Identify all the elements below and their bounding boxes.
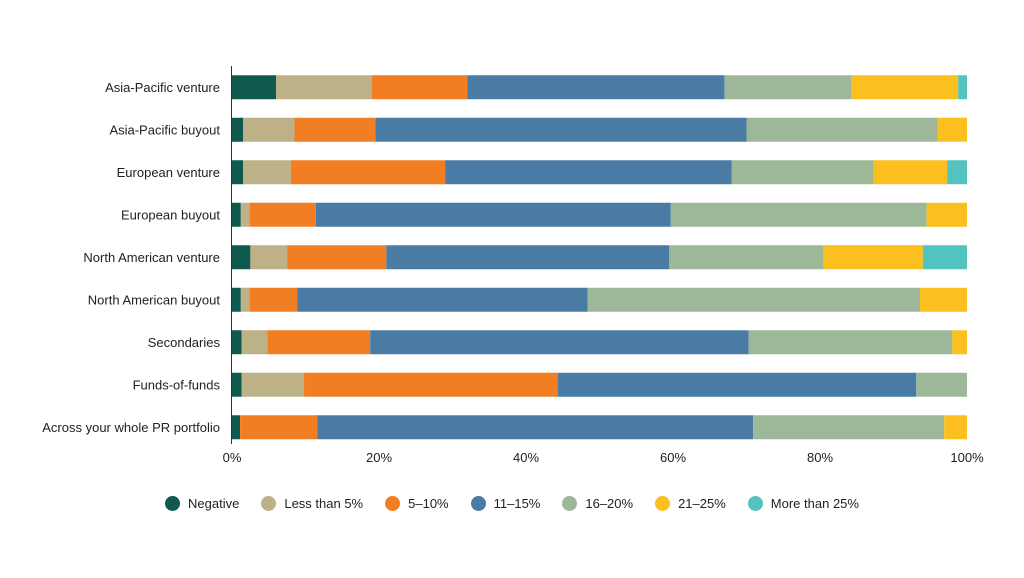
bar-segment xyxy=(243,160,291,185)
bar-segment xyxy=(232,75,277,100)
x-tick-label: 20% xyxy=(366,450,392,465)
category-label: Asia-Pacific venture xyxy=(105,80,220,95)
bar-segment xyxy=(232,160,244,185)
bar-segment xyxy=(232,117,244,142)
x-tick-label: 100% xyxy=(950,450,984,465)
bar-segment xyxy=(958,75,967,100)
bar-segment xyxy=(467,75,725,100)
bar-segment xyxy=(249,202,316,227)
bar-area xyxy=(232,75,967,440)
bar-segment xyxy=(240,415,318,440)
legend-item: 5–10% xyxy=(385,495,449,511)
category-label: North American venture xyxy=(83,250,220,265)
bar-segment xyxy=(232,287,241,312)
legend-swatch xyxy=(261,495,277,511)
bar-segment xyxy=(851,75,959,100)
bar-segment xyxy=(926,202,967,227)
category-label: Asia-Pacific buyout xyxy=(109,122,220,137)
bar-segment xyxy=(232,202,241,227)
legend-swatch xyxy=(165,495,181,511)
bar-segment xyxy=(669,245,824,270)
legend-swatch xyxy=(385,495,401,511)
bar-segment xyxy=(823,245,923,270)
category-label: European venture xyxy=(117,165,220,180)
bar-segment xyxy=(276,75,372,100)
legend-swatch xyxy=(747,495,763,511)
bar-segment xyxy=(232,372,242,397)
bar-segment xyxy=(232,245,251,270)
bar-segment xyxy=(241,372,305,397)
legend-label: 21–25% xyxy=(678,495,726,511)
bar-segment xyxy=(557,372,917,397)
bar-segment xyxy=(297,287,588,312)
bar-segment xyxy=(315,202,671,227)
bar-segment xyxy=(375,117,747,142)
legend-item: 11–15% xyxy=(470,495,541,511)
legend-item: Less than 5% xyxy=(261,495,364,511)
bar-segment xyxy=(317,415,754,440)
bar-segment xyxy=(304,372,558,397)
bar-segment xyxy=(370,330,749,355)
bar-segment xyxy=(243,117,295,142)
legend-label: 11–15% xyxy=(493,495,541,511)
x-tick-label: 40% xyxy=(513,450,539,465)
bar-segment xyxy=(919,287,967,312)
bar-segment xyxy=(947,160,967,185)
bar-segment xyxy=(294,117,376,142)
category-label: Secondaries xyxy=(148,335,221,350)
bar-segment xyxy=(386,245,670,270)
bar-segment xyxy=(267,330,371,355)
legend-label: More than 25% xyxy=(770,495,859,511)
bar-segment xyxy=(232,415,241,440)
legend-label: 5–10% xyxy=(408,495,449,511)
bar-segment xyxy=(748,330,953,355)
bar-segment xyxy=(724,75,852,100)
legend-item: More than 25% xyxy=(747,495,859,511)
stacked-bar-chart: Asia-Pacific venture Asia-Pacific buyout E… xyxy=(42,66,984,465)
bar-segment xyxy=(731,160,874,185)
bar-segment xyxy=(952,330,967,355)
legend-item: Negative xyxy=(165,495,240,511)
legend-label: 16–20% xyxy=(585,495,634,511)
category-label: North American buyout xyxy=(88,292,221,307)
bar-segment xyxy=(937,117,967,142)
x-axis-ticks: 0% 20% 40% 60% 80% 100% xyxy=(223,450,984,465)
bar-segment xyxy=(922,245,967,270)
category-label: European buyout xyxy=(121,207,220,222)
bar-segment xyxy=(670,202,927,227)
bar-segment xyxy=(746,117,938,142)
bar-segment xyxy=(287,245,387,270)
category-label: Across your whole PR portfolio xyxy=(42,420,220,435)
bar-segment xyxy=(445,160,732,185)
x-tick-label: 0% xyxy=(223,450,242,465)
bar-segment xyxy=(587,287,920,312)
category-label: Funds-of-funds xyxy=(133,377,221,392)
bar-segment xyxy=(916,372,967,397)
x-tick-label: 60% xyxy=(660,450,686,465)
bar-segment xyxy=(753,415,945,440)
bar-segment xyxy=(250,245,288,270)
bar-segment xyxy=(371,75,468,100)
legend-label: Negative xyxy=(188,495,240,511)
legend-item: 16–20% xyxy=(562,495,634,511)
legend-label: Less than 5% xyxy=(284,495,364,511)
x-tick-label: 80% xyxy=(807,450,833,465)
bar-segment xyxy=(240,287,250,312)
bar-segment xyxy=(232,330,242,355)
legend-swatch xyxy=(562,495,578,511)
bar-segment xyxy=(944,415,967,440)
bar-segment xyxy=(241,330,268,355)
legend-item: 21–25% xyxy=(655,495,726,511)
category-labels: Asia-Pacific venture Asia-Pacific buyout E… xyxy=(42,80,220,435)
bar-segment xyxy=(290,160,446,185)
bar-segment xyxy=(240,202,250,227)
legend: Negative Less than 5% 5–10% 11–15% 16–20% 21–… xyxy=(0,491,1024,515)
bar-segment xyxy=(873,160,948,185)
bar-segment xyxy=(249,287,298,312)
legend-swatch xyxy=(470,495,486,511)
legend-swatch xyxy=(655,495,671,511)
